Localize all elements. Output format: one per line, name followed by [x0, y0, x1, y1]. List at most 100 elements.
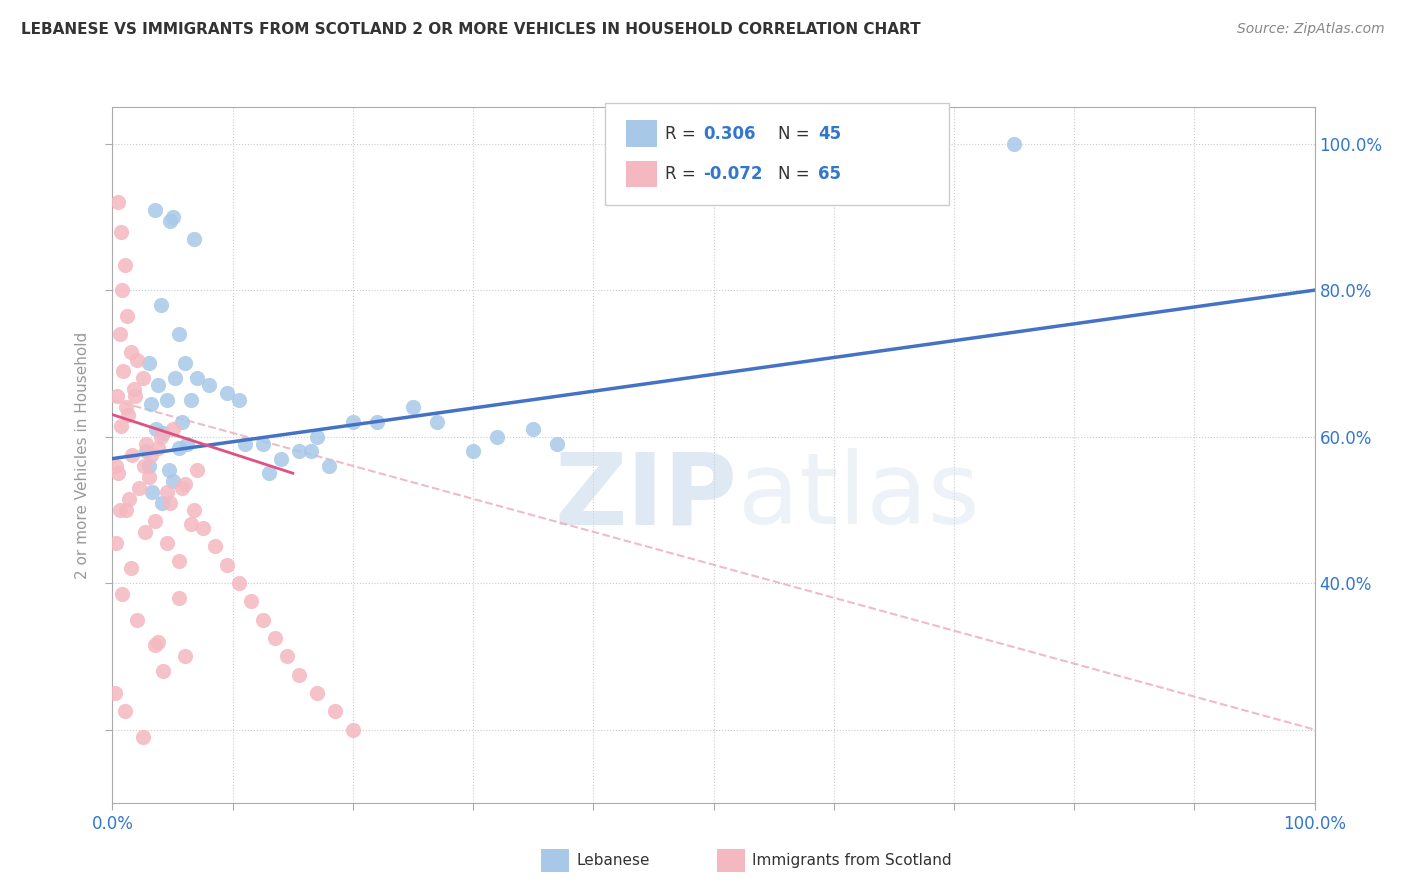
Point	[128, 481, 150, 495]
Point	[172, 415, 194, 429]
Point	[108, 327, 131, 342]
Point	[162, 474, 184, 488]
Point	[111, 283, 134, 297]
Point	[107, 467, 129, 481]
Text: atlas: atlas	[738, 448, 979, 545]
Text: N =: N =	[778, 165, 814, 183]
Point	[139, 448, 162, 462]
Point	[318, 458, 340, 473]
Point	[121, 448, 143, 462]
Text: 65: 65	[818, 165, 841, 183]
Point	[186, 462, 208, 476]
Point	[134, 524, 156, 539]
Point	[180, 392, 202, 407]
Text: 45: 45	[818, 125, 841, 143]
Point	[288, 667, 311, 681]
Point	[183, 503, 205, 517]
Point	[342, 723, 364, 737]
Point	[263, 631, 285, 645]
Point	[522, 422, 544, 436]
Point	[191, 521, 214, 535]
Point	[152, 425, 174, 440]
Point	[152, 664, 174, 678]
Point	[143, 638, 166, 652]
Point	[114, 401, 136, 415]
Point	[402, 401, 425, 415]
Point	[276, 649, 298, 664]
Point	[288, 444, 311, 458]
Point	[546, 437, 568, 451]
Point	[115, 309, 138, 323]
Point	[135, 437, 157, 451]
Point	[173, 477, 195, 491]
Point	[132, 458, 155, 473]
Point	[173, 356, 195, 370]
Point	[162, 210, 184, 224]
Point	[114, 704, 136, 718]
Y-axis label: 2 or more Vehicles in Household: 2 or more Vehicles in Household	[75, 331, 90, 579]
Point	[239, 594, 262, 608]
Point	[167, 591, 190, 605]
Point	[228, 576, 250, 591]
Point	[197, 378, 219, 392]
Text: ZIP: ZIP	[555, 448, 738, 545]
Point	[150, 495, 173, 509]
Point	[461, 444, 484, 458]
Point	[125, 613, 148, 627]
Point	[143, 514, 166, 528]
Text: Lebanese: Lebanese	[576, 854, 650, 868]
Point	[146, 634, 169, 648]
Point	[138, 470, 160, 484]
Point	[252, 613, 274, 627]
Text: LEBANESE VS IMMIGRANTS FROM SCOTLAND 2 OR MORE VEHICLES IN HOUSEHOLD CORRELATION: LEBANESE VS IMMIGRANTS FROM SCOTLAND 2 O…	[21, 22, 921, 37]
Point	[108, 503, 131, 517]
Point	[122, 382, 145, 396]
Point	[486, 429, 509, 443]
Point	[215, 385, 238, 400]
Point	[145, 422, 167, 436]
Point	[159, 213, 181, 227]
Point	[139, 397, 162, 411]
Point	[112, 364, 135, 378]
Point	[141, 484, 163, 499]
Point	[215, 558, 238, 572]
Point	[204, 540, 226, 554]
Point	[143, 202, 166, 217]
Point	[155, 536, 177, 550]
Point	[180, 517, 202, 532]
Point	[131, 730, 153, 744]
Point	[342, 415, 364, 429]
Point	[105, 389, 128, 403]
Point	[257, 467, 280, 481]
Point	[426, 415, 449, 429]
Point	[176, 437, 198, 451]
Text: 0.306: 0.306	[703, 125, 755, 143]
Point	[104, 686, 127, 700]
Point	[183, 232, 205, 246]
Point	[125, 352, 148, 367]
Point	[138, 458, 160, 473]
Text: R =: R =	[665, 125, 702, 143]
Point	[155, 392, 177, 407]
Point	[146, 378, 169, 392]
Text: -0.072: -0.072	[703, 165, 762, 183]
Point	[305, 429, 328, 443]
Point	[323, 704, 346, 718]
Point	[114, 503, 136, 517]
Point	[120, 561, 142, 575]
Point	[186, 371, 208, 385]
Point	[163, 371, 186, 385]
Point	[173, 649, 195, 664]
Point	[110, 225, 132, 239]
Point	[138, 356, 160, 370]
Point	[124, 389, 146, 403]
Point	[1002, 136, 1025, 151]
Point	[105, 536, 128, 550]
Point	[117, 408, 139, 422]
Text: Immigrants from Scotland: Immigrants from Scotland	[752, 854, 952, 868]
Point	[172, 481, 194, 495]
Point	[111, 587, 134, 601]
Point	[157, 462, 180, 476]
Point	[167, 554, 190, 568]
Point	[167, 441, 190, 455]
